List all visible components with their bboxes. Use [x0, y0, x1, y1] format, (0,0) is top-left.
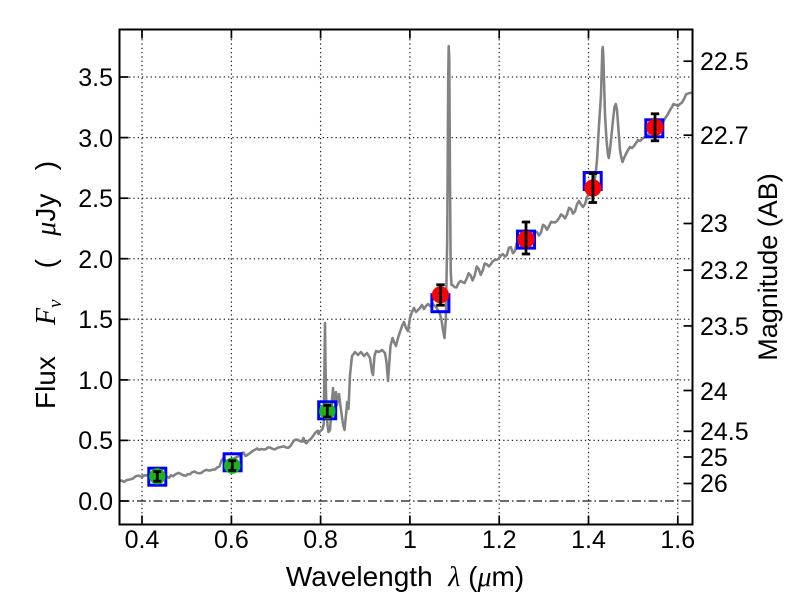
svg-text:25: 25	[700, 444, 728, 472]
svg-text:1.5: 1.5	[78, 306, 113, 334]
svg-text:0.5: 0.5	[78, 427, 113, 455]
svg-text:24.5: 24.5	[700, 418, 749, 446]
svg-text:Magnitude (AB): Magnitude (AB)	[753, 173, 783, 361]
svg-text:23.5: 23.5	[700, 313, 749, 341]
svg-text:23: 23	[700, 210, 728, 238]
svg-text:0.8: 0.8	[303, 526, 338, 554]
svg-text:1.2: 1.2	[482, 526, 517, 554]
svg-text:0.4: 0.4	[125, 526, 160, 554]
svg-text:26: 26	[700, 470, 728, 498]
svg-text:24: 24	[700, 378, 728, 406]
svg-text:2.0: 2.0	[78, 246, 113, 274]
svg-text:23.2: 23.2	[700, 257, 749, 285]
svg-text:0.0: 0.0	[78, 488, 113, 516]
svg-text:1.4: 1.4	[571, 526, 606, 554]
svg-text:3.5: 3.5	[78, 64, 113, 92]
svg-text:Wavelength λ (μm): Wavelength λ (μm)	[286, 561, 524, 593]
svg-text:1: 1	[403, 526, 417, 554]
svg-text:22.7: 22.7	[700, 122, 749, 150]
svg-text:22.5: 22.5	[700, 48, 749, 76]
svg-text:2.5: 2.5	[78, 185, 113, 213]
svg-text:3.0: 3.0	[78, 125, 113, 153]
svg-text:0.6: 0.6	[214, 526, 249, 554]
svg-text:1.0: 1.0	[78, 367, 113, 395]
svg-text:Flux Fν ( μJy ): Flux Fν ( μJy )	[30, 161, 66, 409]
svg-text:1.6: 1.6	[660, 526, 695, 554]
